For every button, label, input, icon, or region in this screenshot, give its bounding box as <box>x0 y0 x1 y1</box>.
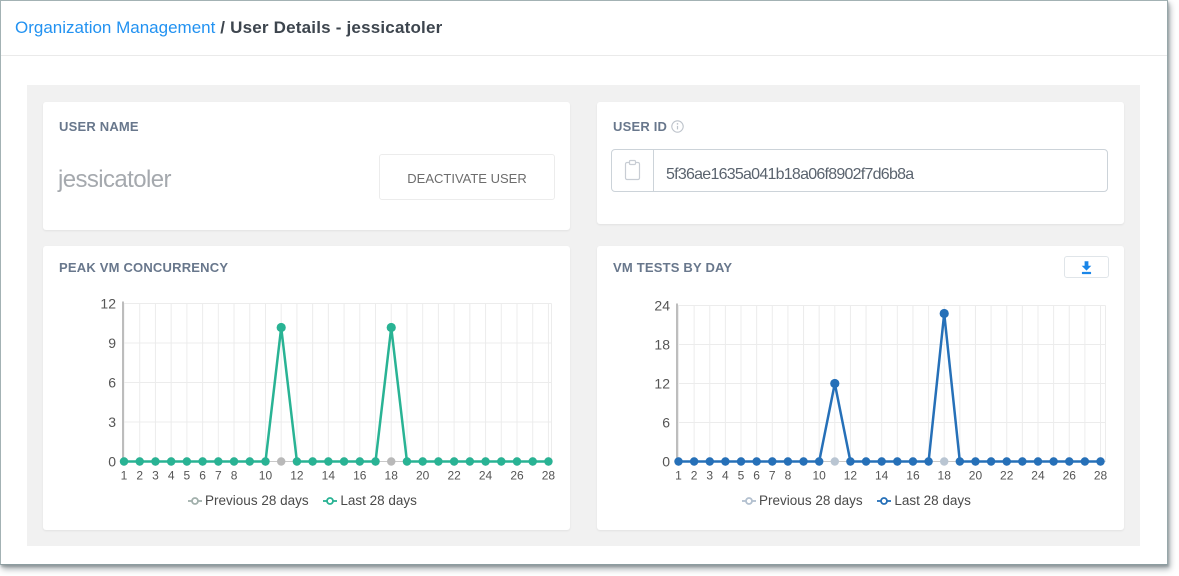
svg-text:26: 26 <box>510 469 524 483</box>
svg-text:20: 20 <box>969 469 983 483</box>
svg-text:6: 6 <box>108 375 116 391</box>
svg-text:24: 24 <box>479 469 493 483</box>
svg-text:16: 16 <box>353 469 367 483</box>
svg-text:24: 24 <box>654 298 670 314</box>
svg-text:12: 12 <box>100 296 116 312</box>
svg-text:8: 8 <box>785 469 792 483</box>
svg-text:28: 28 <box>542 469 556 483</box>
svg-text:14: 14 <box>875 469 889 483</box>
svg-text:10: 10 <box>259 469 273 483</box>
svg-text:1: 1 <box>675 469 682 483</box>
svg-text:7: 7 <box>215 469 222 483</box>
svg-text:28: 28 <box>1094 469 1108 483</box>
svg-text:0: 0 <box>108 454 116 470</box>
svg-text:18: 18 <box>938 469 952 483</box>
svg-text:3: 3 <box>152 469 159 483</box>
svg-text:7: 7 <box>769 469 776 483</box>
svg-text:12: 12 <box>654 376 670 392</box>
svg-text:14: 14 <box>322 469 336 483</box>
svg-text:26: 26 <box>1063 469 1077 483</box>
svg-text:22: 22 <box>1000 469 1014 483</box>
svg-text:4: 4 <box>722 469 729 483</box>
svg-text:10: 10 <box>812 469 826 483</box>
svg-text:8: 8 <box>231 469 238 483</box>
svg-text:6: 6 <box>199 469 206 483</box>
svg-text:9: 9 <box>108 335 116 351</box>
svg-text:3: 3 <box>108 414 116 430</box>
svg-text:22: 22 <box>447 469 461 483</box>
svg-text:12: 12 <box>290 469 304 483</box>
svg-text:12: 12 <box>844 469 858 483</box>
svg-text:1: 1 <box>121 469 128 483</box>
svg-text:5: 5 <box>738 469 745 483</box>
svg-text:24: 24 <box>1031 469 1045 483</box>
svg-text:16: 16 <box>906 469 920 483</box>
svg-text:4: 4 <box>168 469 175 483</box>
svg-text:2: 2 <box>691 469 698 483</box>
svg-text:2: 2 <box>136 469 143 483</box>
svg-text:3: 3 <box>706 469 713 483</box>
svg-text:18: 18 <box>385 469 399 483</box>
svg-text:6: 6 <box>753 469 760 483</box>
svg-text:5: 5 <box>184 469 191 483</box>
svg-text:6: 6 <box>662 415 670 431</box>
svg-text:18: 18 <box>654 337 670 353</box>
svg-text:0: 0 <box>662 454 670 470</box>
svg-text:20: 20 <box>416 469 430 483</box>
